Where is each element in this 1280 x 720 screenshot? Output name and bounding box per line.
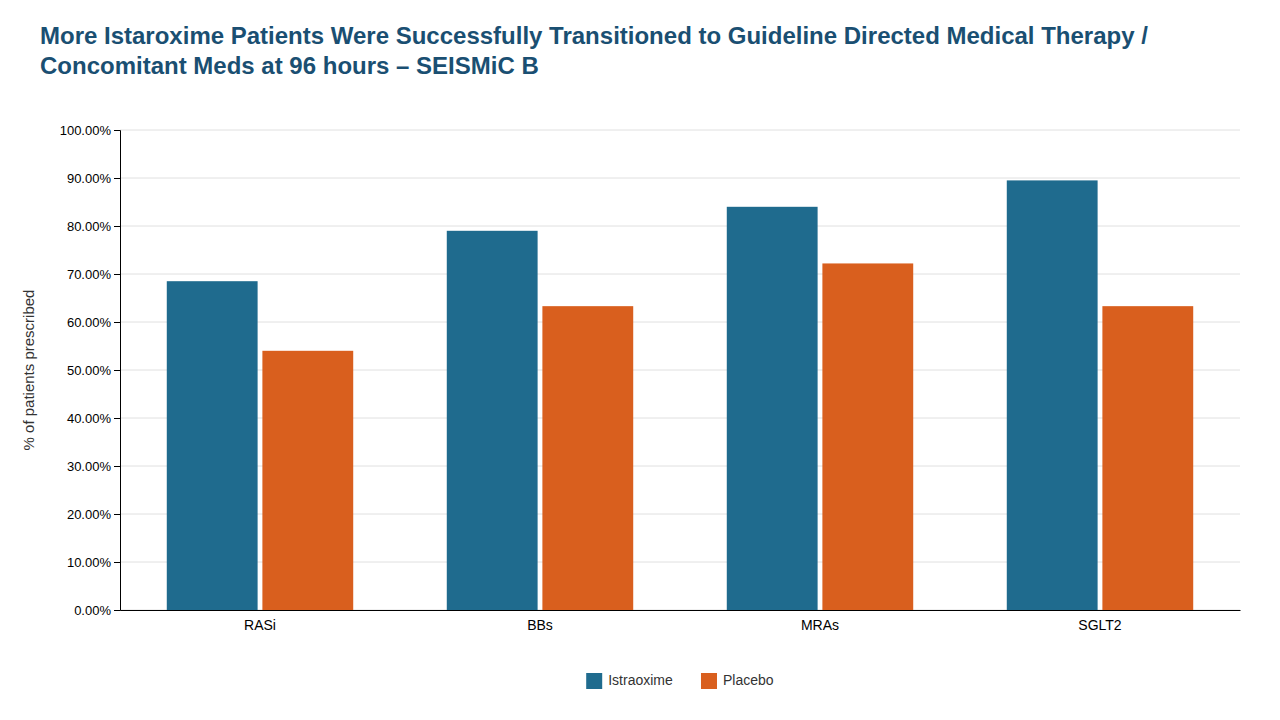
grid xyxy=(120,130,1240,610)
bar-series xyxy=(262,263,1193,610)
y-tick-label: 10.00% xyxy=(67,555,112,570)
x-tick-label: SGLT2 xyxy=(1078,617,1122,633)
y-tick: 0.00% xyxy=(74,603,120,618)
x-tick: RASi xyxy=(244,617,276,633)
x-axis: RASi BBs MRAs SGLT2 xyxy=(121,611,1241,633)
bar xyxy=(447,231,538,610)
y-tick: 80.00% xyxy=(67,219,120,234)
y-tick-mark xyxy=(114,130,120,131)
y-tick: 60.00% xyxy=(67,315,120,330)
bar xyxy=(542,306,633,610)
y-axis-title: % of patients prescribed xyxy=(20,290,37,451)
y-tick-mark xyxy=(114,226,120,227)
bar xyxy=(822,263,913,610)
y-tick: 70.00% xyxy=(67,267,120,282)
bar-series xyxy=(167,180,1098,610)
y-tick: 50.00% xyxy=(67,363,120,378)
bar xyxy=(727,207,818,610)
bars xyxy=(167,180,1193,610)
legend-label: Placebo xyxy=(723,672,774,688)
y-tick: 40.00% xyxy=(67,411,120,426)
y-tick: 90.00% xyxy=(67,171,120,186)
y-tick: 10.00% xyxy=(67,555,120,570)
grid-line xyxy=(120,130,1240,131)
y-tick: 30.00% xyxy=(67,459,120,474)
y-tick-mark xyxy=(114,370,120,371)
axis-domain xyxy=(114,131,121,611)
y-tick-label: 70.00% xyxy=(67,267,112,282)
grid-line xyxy=(120,178,1240,179)
bar xyxy=(262,351,353,610)
y-tick: 100.00% xyxy=(60,123,120,138)
y-tick-label: 90.00% xyxy=(67,171,112,186)
y-tick-label: 40.00% xyxy=(67,411,112,426)
y-tick-label: 60.00% xyxy=(67,315,112,330)
y-tick-mark xyxy=(114,274,120,275)
y-tick-mark xyxy=(114,610,120,611)
bar xyxy=(167,281,258,610)
x-tick-label: MRAs xyxy=(801,617,839,633)
x-tick: SGLT2 xyxy=(1078,617,1122,633)
legend: Istraoxime Placebo xyxy=(586,672,774,689)
axis-domain xyxy=(121,610,1241,611)
legend-swatch xyxy=(586,673,602,689)
legend-swatch xyxy=(701,673,717,689)
x-tick: BBs xyxy=(527,617,553,633)
y-axis: 0.00% 10.00% 20.00% 30.00% 40.00% 50.00% 60.00… xyxy=(60,123,121,618)
y-tick-label: 0.00% xyxy=(74,603,111,618)
y-tick-mark xyxy=(114,322,120,323)
y-tick-mark xyxy=(114,178,120,179)
x-tick-label: RASi xyxy=(244,617,276,633)
title: More Istaroxime Patients Were Successful… xyxy=(40,22,1148,79)
title-line: More Istaroxime Patients Were Successful… xyxy=(40,22,1148,49)
y-tick-mark xyxy=(114,418,120,419)
y-tick-label: 50.00% xyxy=(67,363,112,378)
legend-item: Placebo xyxy=(701,672,774,689)
y-tick: 20.00% xyxy=(67,507,120,522)
y-tick-label: 100.00% xyxy=(60,123,112,138)
bar xyxy=(1007,180,1098,610)
y-tick-label: 80.00% xyxy=(67,219,112,234)
plot: 0.00% 10.00% 20.00% 30.00% 40.00% 50.00% 60.00… xyxy=(60,123,1241,633)
legend-item: Istraoxime xyxy=(586,672,673,689)
y-tick-label: 30.00% xyxy=(67,459,112,474)
y-tick-label: 20.00% xyxy=(67,507,112,522)
x-tick: MRAs xyxy=(801,617,839,633)
x-tick-label: BBs xyxy=(527,617,553,633)
y-tick-mark xyxy=(114,466,120,467)
title-line: Concomitant Meds at 96 hours – SEISMiC B xyxy=(40,52,539,79)
y-tick-mark xyxy=(114,514,120,515)
legend-label: Istraoxime xyxy=(608,672,673,688)
chart: More Istaroxime Patients Were Successful… xyxy=(0,0,1280,720)
bar xyxy=(1102,306,1193,610)
y-tick-mark xyxy=(114,562,120,563)
